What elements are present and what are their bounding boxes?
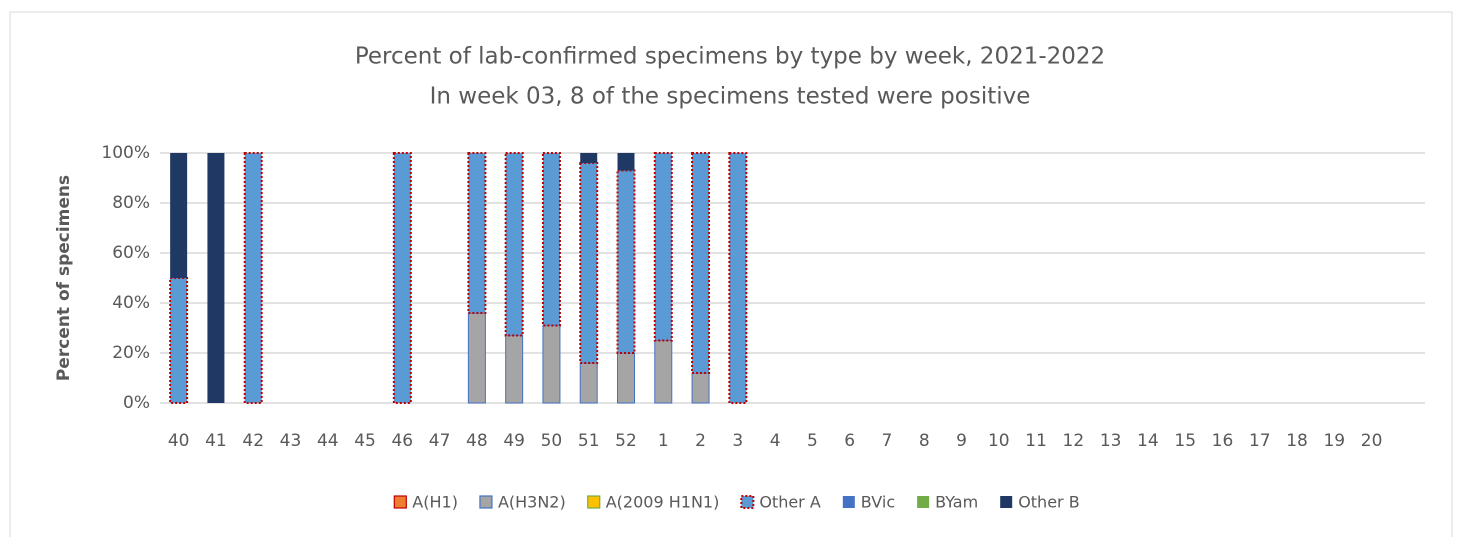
x-tick-label: 2 [695, 431, 706, 451]
x-tick-label: 43 [280, 431, 302, 451]
legend-label: BVic [861, 493, 895, 512]
x-tick-label: 4 [770, 431, 781, 451]
bar-segment [392, 152, 412, 404]
x-tick-label: 42 [242, 431, 264, 451]
legend-label: Other B [1018, 493, 1080, 512]
bar-segment [728, 152, 748, 404]
bar-segment [542, 325, 561, 404]
x-tick-label: 46 [391, 431, 413, 451]
x-tick-label: 16 [1212, 431, 1234, 451]
y-tick-label: 0% [123, 393, 150, 413]
x-tick-label: 41 [205, 431, 227, 451]
x-tick-label: 49 [503, 431, 525, 451]
bar-segment [579, 362, 598, 404]
legend-label: A(H3N2) [498, 493, 566, 512]
bar-segment [467, 312, 486, 404]
x-tick-label: 7 [882, 431, 893, 451]
x-tick-label: 8 [919, 431, 930, 451]
bar-segment [691, 372, 710, 404]
x-tick-label: 13 [1100, 431, 1122, 451]
legend-label: A(H1) [412, 493, 458, 512]
x-tick-label: 51 [578, 431, 600, 451]
y-axis-label: Percent of specimens [54, 175, 74, 381]
x-tick-label: 50 [541, 431, 563, 451]
legend-marker [842, 496, 855, 508]
bar-segment [653, 152, 673, 342]
x-tick-label: 20 [1361, 431, 1383, 451]
y-tick-label: 40% [112, 293, 150, 313]
legend-marker [393, 495, 407, 509]
x-tick-label: 15 [1174, 431, 1196, 451]
chart-subtitle: In week 03, 8 of the specimens tested we… [430, 84, 1031, 110]
x-tick-label: 14 [1137, 431, 1159, 451]
x-tick-label: 1 [658, 431, 669, 451]
bar-segment [505, 335, 524, 404]
bar-segment [170, 153, 188, 278]
bar-segment [504, 152, 524, 337]
bar-segment [617, 153, 635, 171]
bar-segment [169, 277, 189, 404]
x-tick-label: 45 [354, 431, 376, 451]
y-tick-label: 20% [112, 343, 150, 363]
x-tick-label: 11 [1025, 431, 1047, 451]
bar-segment [580, 153, 598, 163]
legend-marker [587, 495, 601, 509]
legend-marker [740, 495, 755, 509]
bar-segment [616, 169, 636, 354]
legend-marker [917, 496, 930, 508]
x-tick-label: 19 [1323, 431, 1345, 451]
bar-segment [207, 153, 225, 403]
x-tick-label: 44 [317, 431, 339, 451]
x-tick-label: 3 [732, 431, 743, 451]
x-tick-label: 47 [429, 431, 451, 451]
bar-segment [243, 152, 263, 404]
bar-segment [541, 152, 561, 327]
legend-marker [1000, 496, 1013, 508]
x-tick-label: 48 [466, 431, 488, 451]
y-tick-label: 100% [101, 143, 150, 163]
bar-segment [579, 162, 599, 364]
y-tick-label: 60% [112, 243, 150, 263]
legend-label: A(2009 H1N1) [606, 493, 720, 512]
x-tick-label: 40 [168, 431, 190, 451]
x-tick-label: 18 [1286, 431, 1308, 451]
x-tick-label: 6 [844, 431, 855, 451]
x-tick-label: 17 [1249, 431, 1271, 451]
y-tick-label: 80% [112, 193, 150, 213]
bar-segment [467, 152, 487, 314]
legend-marker [479, 495, 493, 509]
x-tick-label: 5 [807, 431, 818, 451]
bar-segment [654, 340, 673, 404]
bar-segment [691, 152, 711, 374]
chart-title: Percent of lab-confirmed specimens by ty… [355, 44, 1105, 70]
x-tick-label: 10 [988, 431, 1010, 451]
bar-segment [617, 352, 635, 404]
x-tick-label: 52 [615, 431, 637, 451]
legend-label: Other A [759, 493, 821, 512]
x-tick-label: 9 [956, 431, 967, 451]
legend-label: BYam [935, 493, 978, 512]
x-tick-label: 12 [1063, 431, 1085, 451]
